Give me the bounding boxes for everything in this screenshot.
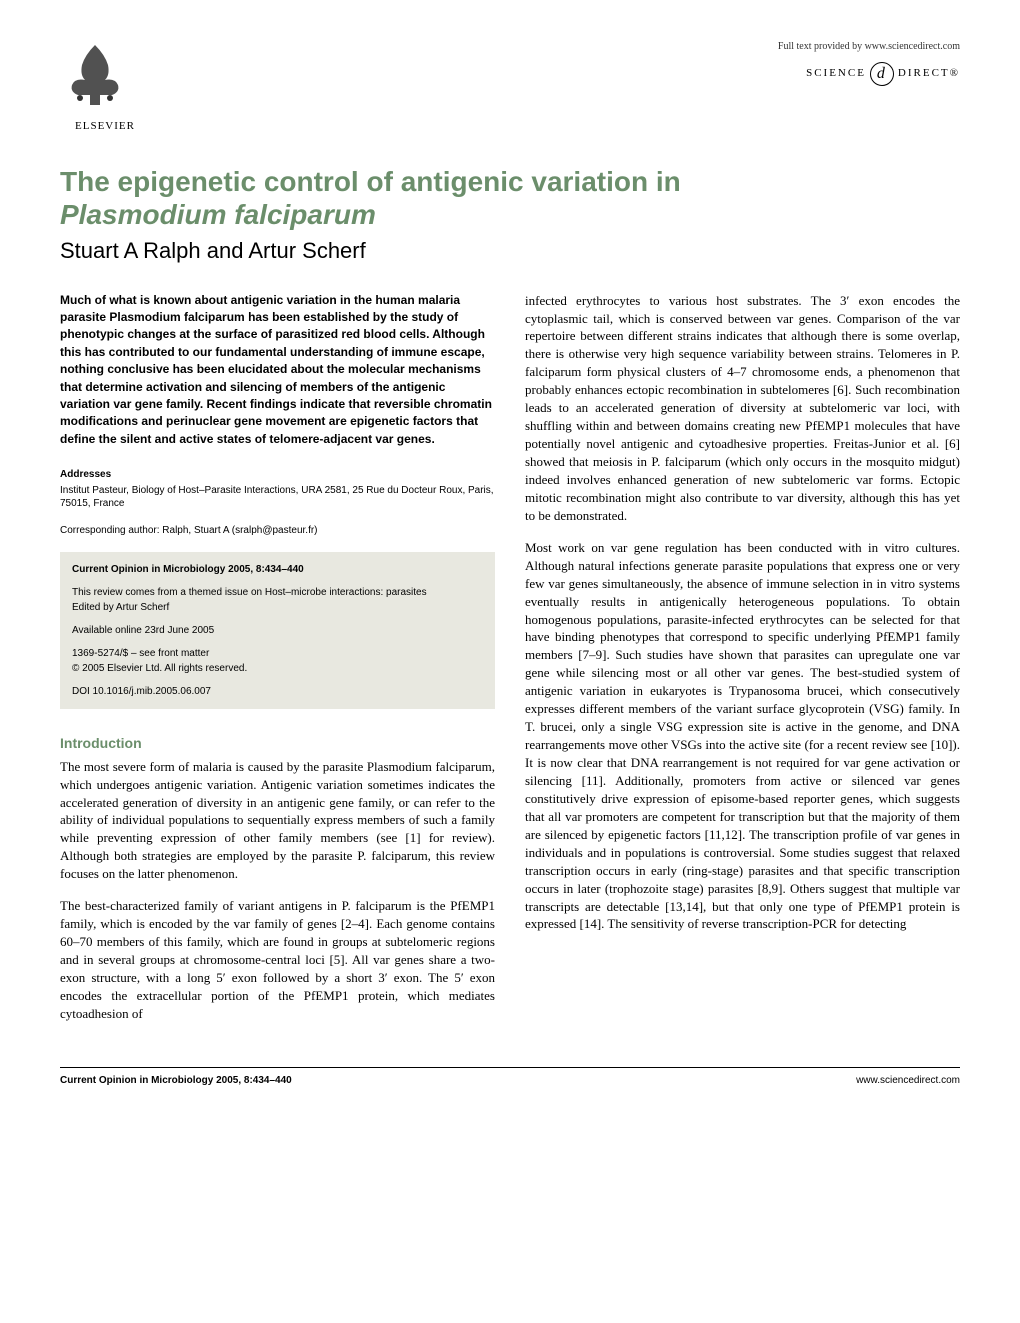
science-label: SCIENCE (806, 66, 866, 81)
addresses-text: Institut Pasteur, Biology of Host–Parasi… (60, 484, 495, 510)
article-title: The epigenetic control of antigenic vari… (60, 165, 960, 232)
addresses-heading: Addresses (60, 468, 495, 482)
intro-paragraph-2: The best-characterized family of variant… (60, 897, 495, 1023)
doi: DOI 10.1016/j.mib.2005.06.007 (72, 684, 483, 699)
left-column: Much of what is known about antigenic va… (60, 292, 495, 1037)
sciencedirect-icon: d (870, 62, 894, 86)
title-line1: The epigenetic control of antigenic vari… (60, 166, 681, 197)
abstract: Much of what is known about antigenic va… (60, 292, 495, 449)
page-footer: Current Opinion in Microbiology 2005, 8:… (60, 1067, 960, 1088)
right-column: infected erythrocytes to various host su… (525, 292, 960, 1037)
page-container: ELSEVIER Full text provided by www.scien… (0, 0, 1020, 1108)
corresponding-author: Corresponding author: Ralph, Stuart A (s… (60, 524, 495, 538)
elsevier-label: ELSEVIER (60, 119, 150, 134)
direct-label: DIRECT® (898, 66, 960, 81)
science-direct-block: Full text provided by www.sciencedirect.… (778, 40, 960, 86)
top-banner: ELSEVIER Full text provided by www.scien… (60, 40, 960, 135)
title-block: The epigenetic control of antigenic vari… (60, 165, 960, 267)
issn-copyright: 1369-5274/$ – see front matter © 2005 El… (72, 646, 483, 676)
intro-paragraph-1: The most severe form of malaria is cause… (60, 758, 495, 884)
journal-info-box: Current Opinion in Microbiology 2005, 8:… (60, 552, 495, 709)
elsevier-tree-icon (60, 40, 130, 110)
introduction-heading: Introduction (60, 734, 495, 754)
footer-citation: Current Opinion in Microbiology 2005, 8:… (60, 1074, 292, 1088)
footer-url: www.sciencedirect.com (856, 1074, 960, 1088)
themed-issue: This review comes from a themed issue on… (72, 585, 483, 615)
provided-by-text: Full text provided by www.sciencedirect.… (778, 40, 960, 54)
right-paragraph-2: Most work on var gene regulation has bee… (525, 539, 960, 934)
authors: Stuart A Ralph and Artur Scherf (60, 236, 960, 267)
journal-citation: Current Opinion in Microbiology 2005, 8:… (72, 562, 483, 577)
title-species: Plasmodium falciparum (60, 199, 376, 230)
content-area: Much of what is known about antigenic va… (60, 292, 960, 1037)
science-direct-logo: SCIENCE d DIRECT® (778, 62, 960, 86)
right-paragraph-1: infected erythrocytes to various host su… (525, 292, 960, 525)
elsevier-logo: ELSEVIER (60, 40, 150, 135)
available-online: Available online 23rd June 2005 (72, 623, 483, 638)
